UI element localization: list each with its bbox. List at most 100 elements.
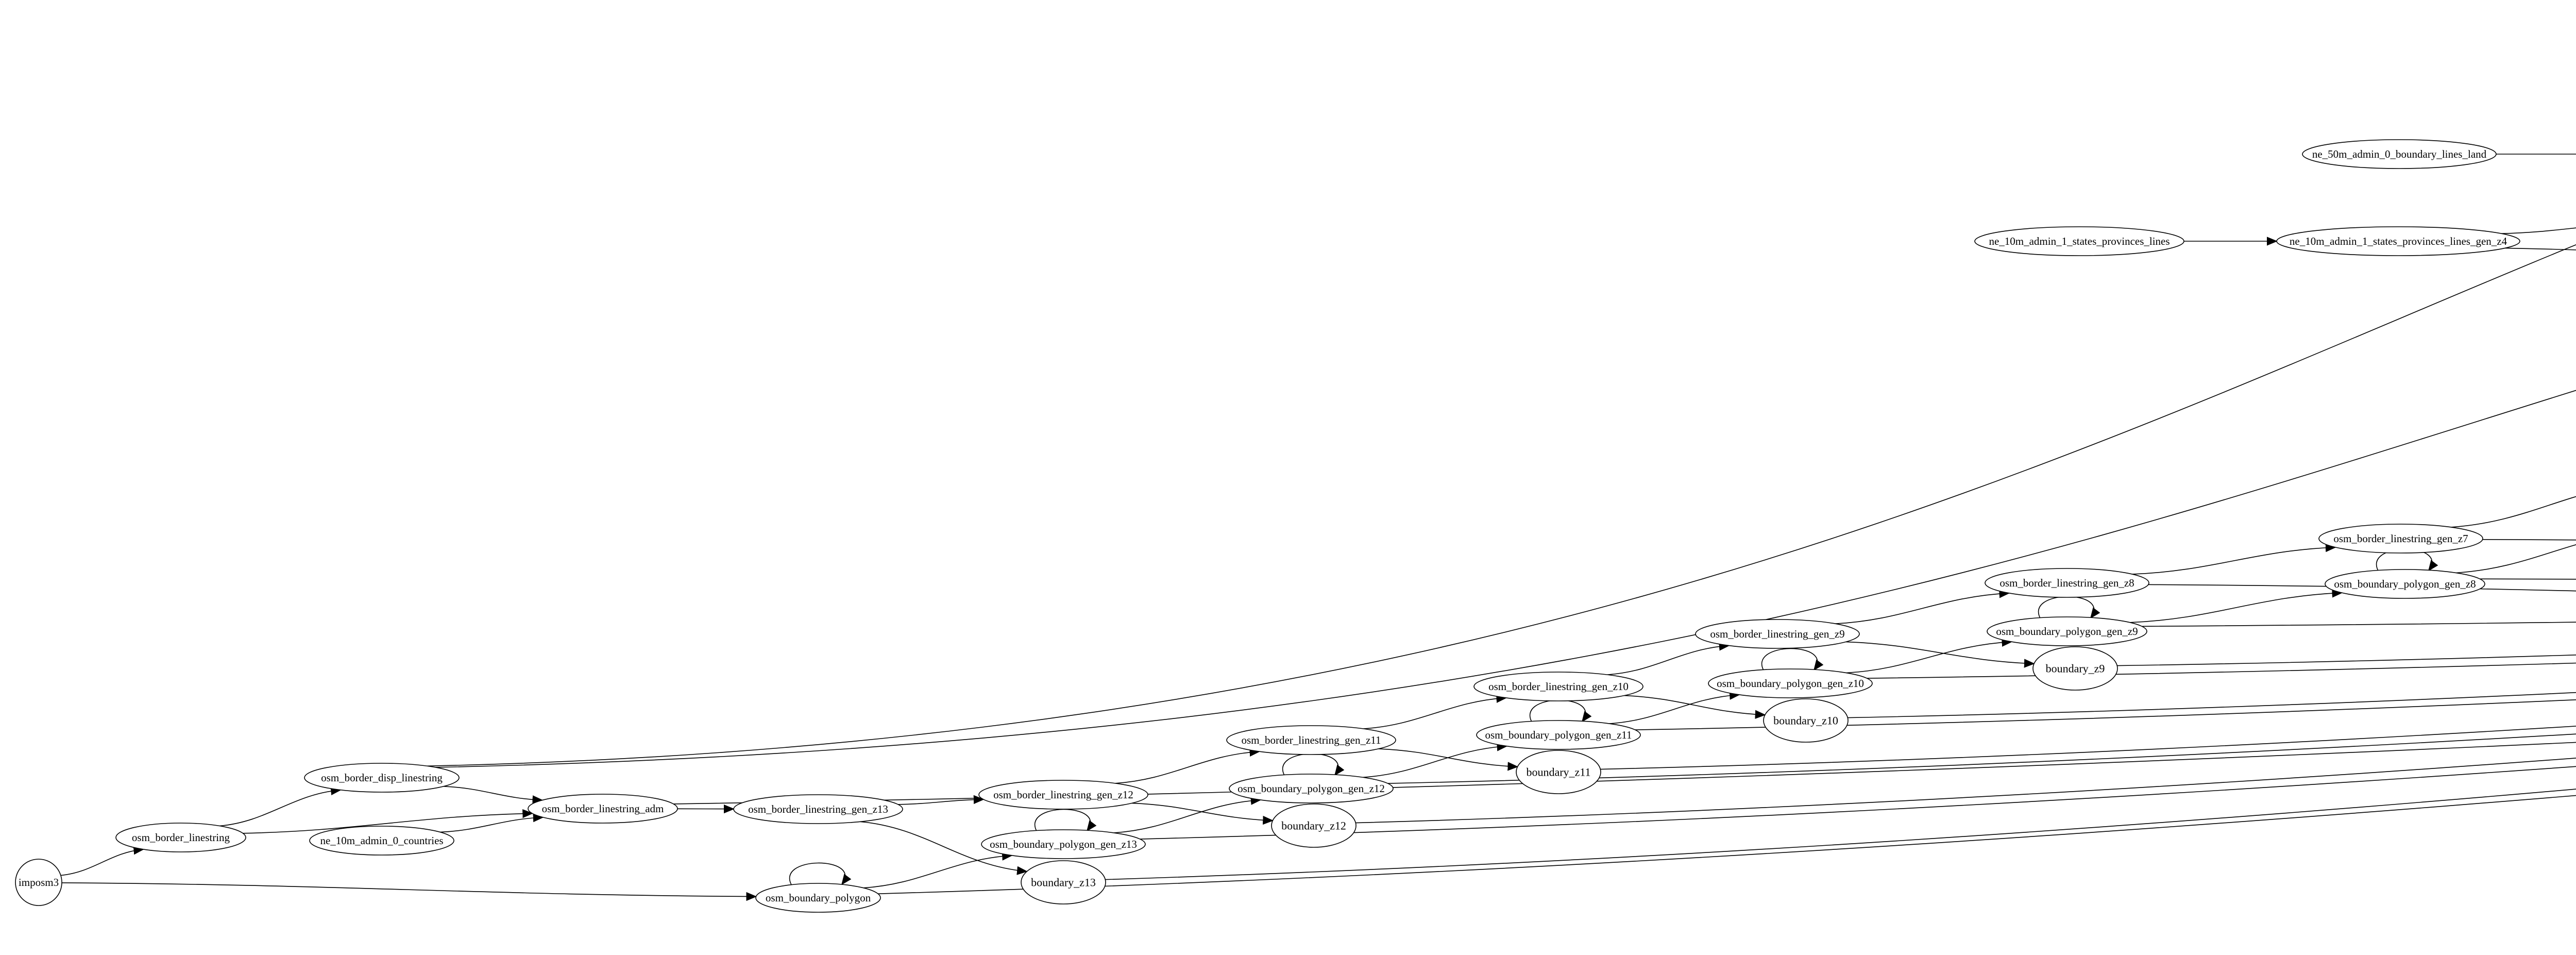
edge-osm_boundary_polygon_gen_z11-to-osm_boundary_polygon_gen_z10 bbox=[1609, 691, 1740, 724]
node-label: boundary_z12 bbox=[1281, 819, 1346, 832]
node-ne_10m_admin_1_states_provinces_lines_gen_z4: ne_10m_admin_1_states_provinces_lines_ge… bbox=[2276, 226, 2520, 256]
edge-ne_10m_admin_0_countries-to-osm_border_linestring_adm bbox=[440, 813, 544, 833]
node-boundary_z9: boundary_z9 bbox=[2032, 646, 2118, 691]
edge-osm_border_linestring_gen_z8-to-osm_border_linestring_gen_z7 bbox=[2132, 543, 2336, 575]
node-label: osm_border_linestring_gen_z7 bbox=[2333, 532, 2468, 545]
node-osm_border_linestring_gen_z11: osm_border_linestring_gen_z11 bbox=[1226, 725, 1396, 755]
node-shape bbox=[2302, 139, 2497, 169]
node-label: osm_boundary_polygon_gen_z9 bbox=[1996, 625, 2138, 638]
node-boundary_z10: boundary_z10 bbox=[1763, 698, 1849, 743]
node-label: boundary_z10 bbox=[1773, 714, 1838, 727]
node-shape bbox=[755, 883, 881, 913]
edge-boundary_z10-to-layer-row-z10 bbox=[1848, 692, 2576, 718]
edge-osm_border_linestring-to-osm_border_disp_linestring bbox=[219, 786, 342, 827]
node-shape bbox=[2318, 524, 2483, 554]
node-osm_border_linestring: osm_border_linestring bbox=[115, 823, 246, 852]
edge-osm_border_linestring_gen_z11-to-osm_border_linestring_gen_z10 bbox=[1363, 694, 1507, 729]
self-loop-osm_boundary_polygon_gen_z11 bbox=[1529, 699, 1592, 724]
node-boundary_z11: boundary_z11 bbox=[1516, 750, 1601, 794]
self-loop-osm_boundary_polygon_gen_z13 bbox=[1034, 809, 1097, 833]
edge-boundary_z11-to-layer-row-z11 bbox=[1600, 726, 2576, 770]
edge-osm_boundary_polygon_gen_z10-to-osm_boundary_polygon_gen_z9 bbox=[1846, 638, 2013, 674]
node-shape bbox=[733, 794, 903, 824]
node-shape bbox=[1708, 668, 1873, 698]
node-shape bbox=[981, 829, 1146, 859]
node-shape bbox=[1763, 698, 1849, 743]
node-osm_border_linestring_gen_z12: osm_border_linestring_gen_z12 bbox=[978, 780, 1148, 810]
node-osm_boundary_polygon: osm_boundary_polygon bbox=[755, 883, 881, 913]
node-label: boundary_z9 bbox=[2046, 662, 2105, 675]
nodes-layer: imposm3 osm_border_linestring osm_border_d… bbox=[15, 139, 2520, 913]
edge-osm_border_linestring_gen_z13-to-osm_border_linestring_gen_z12 bbox=[898, 795, 985, 805]
node-shape bbox=[309, 826, 454, 856]
edge-osm_boundary_polygon_gen_z9-to-layer-row-z9 bbox=[2142, 622, 2576, 627]
node-osm_border_linestring_gen_z13: osm_border_linestring_gen_z13 bbox=[733, 794, 903, 824]
node-shape bbox=[1226, 725, 1396, 755]
node-shape bbox=[1473, 672, 1643, 701]
node-osm_border_linestring_gen_z8: osm_border_linestring_gen_z8 bbox=[1985, 568, 2149, 598]
node-boundary_z12: boundary_z12 bbox=[1271, 803, 1357, 848]
node-label: boundary_z11 bbox=[1526, 766, 1590, 779]
node-ne_50m_admin_0_boundary_lines_land: ne_50m_admin_0_boundary_lines_land bbox=[2302, 139, 2497, 169]
edge-boundary_z12-to-layer-row-z12 bbox=[1355, 758, 2576, 824]
node-shape bbox=[1271, 803, 1357, 848]
node-label: osm_boundary_polygon bbox=[766, 892, 871, 904]
edge-osm_boundary_polygon_gen_z8-to-layer-row-z8 bbox=[2480, 578, 2576, 580]
edge-osm_border_disp_linestring-to-osm_border_linestring_adm bbox=[443, 786, 544, 805]
node-label: ne_50m_admin_0_boundary_lines_land bbox=[2312, 148, 2487, 160]
node-osm_boundary_polygon_gen_z11: osm_boundary_polygon_gen_z11 bbox=[1476, 720, 1641, 750]
node-shape bbox=[2032, 646, 2118, 691]
node-label: osm_boundary_polygon_gen_z10 bbox=[1717, 677, 1864, 690]
edge-osm_border_linestring_adm-to-layer-row-z14+ bbox=[673, 742, 2576, 805]
edge-osm_boundary_polygon-to-layer-row-z14+ bbox=[878, 795, 2576, 894]
edge-osm_boundary_polygon_gen_z10-to-layer-row-z10 bbox=[1867, 662, 2576, 679]
node-label: osm_border_linestring bbox=[132, 831, 230, 844]
node-label: osm_border_linestring_gen_z10 bbox=[1488, 680, 1629, 693]
node-shape bbox=[1695, 619, 1860, 649]
node-label: osm_boundary_polygon_gen_z11 bbox=[1485, 729, 1632, 741]
node-label: ne_10m_admin_1_states_provinces_lines bbox=[1989, 235, 2170, 247]
node-osm_boundary_polygon_gen_z13: osm_boundary_polygon_gen_z13 bbox=[981, 829, 1146, 859]
node-shape bbox=[978, 780, 1148, 810]
node-imposm3: imposm3 bbox=[15, 859, 62, 906]
node-osm_boundary_polygon_gen_z9: osm_boundary_polygon_gen_z9 bbox=[1987, 616, 2147, 646]
node-shape bbox=[304, 763, 460, 793]
edge-boundary_z13-to-layer-row-z13 bbox=[1105, 789, 2576, 880]
node-osm_border_linestring_adm: osm_border_linestring_adm bbox=[528, 794, 678, 824]
edge-osm_boundary_polygon_gen_z12-to-layer-row-z12 bbox=[1387, 733, 2576, 784]
edge-osm_border_linestring_gen_z10-to-boundary_z10 bbox=[1624, 695, 1766, 719]
node-label: osm_boundary_polygon_gen_z8 bbox=[2334, 578, 2476, 590]
edge-osm_border_linestring_gen_z7-to-boundary_z7 bbox=[2482, 539, 2576, 541]
self-loop-osm_boundary_polygon_gen_z12 bbox=[1282, 753, 1345, 778]
node-shape bbox=[115, 823, 246, 852]
node-label: osm_border_linestring_gen_z9 bbox=[1710, 628, 1844, 640]
node-label: imposm3 bbox=[19, 876, 59, 889]
node-shape bbox=[2276, 226, 2520, 256]
edge-osm_border_linestring-to-osm_border_linestring_adm bbox=[243, 809, 534, 834]
node-osm_boundary_polygon_gen_z10: osm_boundary_polygon_gen_z10 bbox=[1708, 668, 1873, 698]
edge-osm_boundary_polygon_gen_z8-to-osm_boundary_polygon_gen_z7 bbox=[2456, 544, 2576, 574]
node-label: osm_border_linestring_gen_z11 bbox=[1241, 734, 1381, 746]
node-osm_border_disp_linestring: osm_border_disp_linestring bbox=[304, 763, 460, 793]
edge-boundary_z9-to-layer-row-z9 bbox=[2117, 655, 2576, 666]
node-label: osm_border_linestring_gen_z8 bbox=[1999, 577, 2134, 589]
edge-osm_boundary_polygon_gen_z13-to-layer-row-z13 bbox=[1140, 766, 2576, 840]
node-boundary_z13: boundary_z13 bbox=[1021, 860, 1106, 904]
edge-osm_border_disp_linestring-to-osm_border_disp_linestring_gen_z3 bbox=[427, 244, 2576, 767]
edge-imposm3-to-osm_boundary_polygon bbox=[61, 882, 757, 901]
node-shape bbox=[528, 794, 678, 824]
edge-ne_10m_admin_1_states_provinces_lines_gen_z4-to-ne_10m_admin_1_states_provinces_lines_gen_z3 bbox=[2501, 227, 2576, 234]
node-shape bbox=[1229, 774, 1394, 803]
node-label: ne_10m_admin_0_countries bbox=[320, 834, 443, 847]
node-shape bbox=[2325, 569, 2485, 599]
edge-osm_boundary_polygon_gen_z9-to-osm_boundary_polygon_gen_z8 bbox=[2130, 589, 2343, 623]
edge-osm_border_linestring_gen_z9-to-osm_border_linestring_gen_z8 bbox=[1835, 589, 2010, 624]
edge-osm_border_linestring_gen_z9-to-boundary_z9 bbox=[1845, 641, 2035, 668]
node-shape bbox=[1974, 226, 2184, 256]
node-shape bbox=[1021, 860, 1106, 904]
edge-osm_boundary_polygon_gen_z12-to-osm_boundary_polygon_gen_z11 bbox=[1363, 742, 1508, 778]
node-label: ne_10m_admin_1_states_provinces_lines_ge… bbox=[2290, 235, 2507, 247]
node-label: osm_border_linestring_adm bbox=[542, 802, 664, 815]
